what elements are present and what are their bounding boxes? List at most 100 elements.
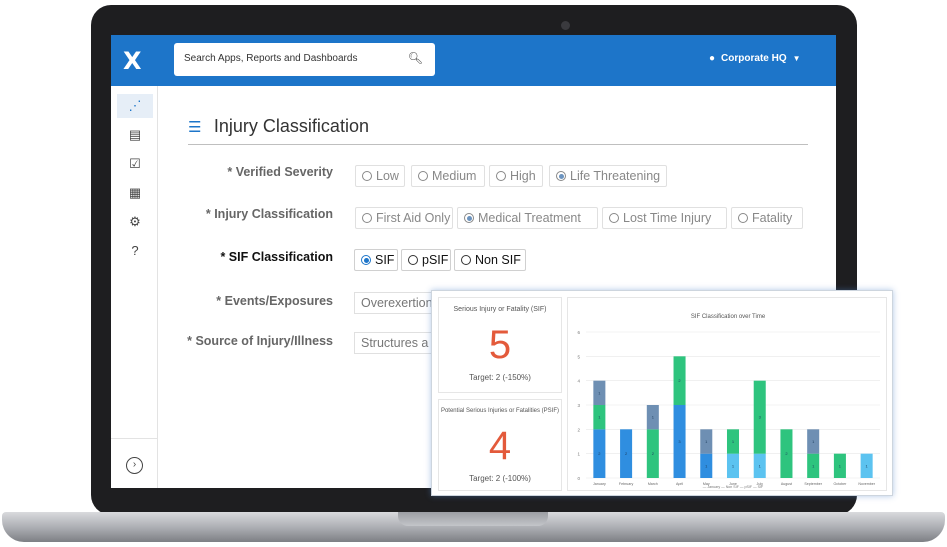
radio-icon[interactable] <box>461 255 471 265</box>
page-title: Injury Classification <box>213 116 369 136</box>
bar-value-label: 1 <box>732 463 735 468</box>
x-tick-label: August <box>781 482 792 486</box>
psif-kpi-target: Target: 2 (-100%) <box>469 474 531 483</box>
chevron-down-icon: ▼ <box>792 54 801 63</box>
sif-option-psif[interactable]: pSIF <box>401 249 451 271</box>
x-tick-label: May <box>703 482 710 486</box>
bar-value-label: 1 <box>705 439 708 444</box>
report-card-icon[interactable]: ▤ <box>128 127 142 142</box>
bar-value-label: 3 <box>678 439 681 444</box>
option-label: SIF <box>375 253 395 267</box>
bar-value-label: 3 <box>759 415 762 420</box>
bar-segment <box>593 429 606 478</box>
option-label: Life Threatening <box>570 169 661 183</box>
workflow-icon[interactable]: ⋰ <box>117 94 153 118</box>
option-label: Fatality <box>752 211 793 225</box>
sif-classification-label: * SIF Classification <box>220 250 333 264</box>
option-label: Non SIF <box>475 253 521 267</box>
y-tick-label: 2 <box>577 427 580 432</box>
radio-icon[interactable] <box>496 171 506 181</box>
injury-option-lost-time-injury[interactable]: Lost Time Injury <box>602 207 727 229</box>
search-icon[interactable]: 🔍︎ <box>407 51 423 65</box>
x-tick-label: June <box>729 482 737 486</box>
bar-value-label: 1 <box>705 463 708 468</box>
radio-icon[interactable] <box>361 255 371 265</box>
x-tick-label: April <box>676 482 683 486</box>
title-divider <box>188 144 808 145</box>
events-exposures-label: * Events/Exposures <box>216 294 333 308</box>
bar-value-label: 2 <box>652 451 655 456</box>
severity-option-low[interactable]: Low <box>355 165 405 187</box>
y-tick-label: 3 <box>577 403 580 408</box>
page-header: ☰ Injury Classification <box>188 116 369 137</box>
bar-segment <box>673 356 686 405</box>
y-tick-label: 6 <box>577 330 580 335</box>
x-tick-label: November <box>858 482 875 486</box>
sif-kpi-target: Target: 2 (-150%) <box>469 373 531 382</box>
x-tick-label: January <box>593 482 606 486</box>
psif-kpi-card[interactable]: Potential Serious Injuries or Fatalities… <box>438 399 562 491</box>
bar-value-label: 2 <box>598 451 601 456</box>
gear-icon[interactable]: ⚙ <box>129 214 141 229</box>
bar-segment <box>726 453 740 478</box>
bar-segment <box>753 380 766 454</box>
bar-value-label: 1 <box>839 463 842 468</box>
bar-value-label: 1 <box>812 463 815 468</box>
option-label: High <box>510 169 536 183</box>
chart-legend: — January — Non SIF — pSIF — SIF <box>703 485 764 489</box>
severity-option-medium[interactable]: Medium <box>411 165 485 187</box>
option-label: Medium <box>432 169 477 183</box>
sif-option-non-sif[interactable]: Non SIF <box>454 249 526 271</box>
sidebar-divider <box>111 438 157 439</box>
bar-segment <box>753 453 766 478</box>
app-logo[interactable]: X <box>123 47 142 75</box>
search-box[interactable]: Search Apps, Reports and Dashboards 🔍︎ <box>174 43 435 76</box>
help-icon[interactable]: ? <box>131 243 139 258</box>
injury-option-medical-treatment[interactable]: Medical Treatment <box>457 207 598 229</box>
y-tick-label: 0 <box>577 476 580 481</box>
laptop-notch <box>398 512 548 526</box>
stacked-bar-chart: 0 1 2 3 4 5 6 2 1 1 January 2 February 2 1 March 3 2 April… <box>577 330 880 489</box>
verified-severity-label: * Verified Severity <box>227 165 333 179</box>
radio-icon[interactable] <box>609 213 619 223</box>
radio-icon[interactable] <box>408 255 418 265</box>
sif-option-sif[interactable]: SIF <box>354 249 398 271</box>
radio-icon[interactable] <box>362 213 372 223</box>
bar-segment <box>620 429 633 478</box>
x-tick-label: July <box>757 482 764 486</box>
x-tick-label: March <box>648 482 658 486</box>
sif-kpi-value: 5 <box>488 323 512 367</box>
checkbox-icon[interactable]: ☑ <box>129 156 141 171</box>
injury-option-first-aid-only[interactable]: First Aid Only <box>355 207 453 229</box>
bar-segment <box>860 453 873 478</box>
radio-icon[interactable] <box>556 171 566 181</box>
radio-icon[interactable] <box>362 171 372 181</box>
bar-value-label: 1 <box>598 415 601 420</box>
radio-icon[interactable] <box>418 171 428 181</box>
bar-value-label: 2 <box>678 378 681 383</box>
sif-kpi-title: Serious Injury or Fatality (SIF) <box>453 306 547 313</box>
bar-segment <box>726 429 740 454</box>
radio-icon[interactable] <box>464 213 474 223</box>
bar-value-label: 2 <box>785 451 788 456</box>
radio-icon[interactable] <box>738 213 748 223</box>
bar-segment <box>807 429 820 454</box>
severity-option-high[interactable]: High <box>489 165 543 187</box>
bar-segment <box>780 429 793 478</box>
bar-segment <box>593 380 606 405</box>
sif-kpi-card[interactable]: Serious Injury or Fatality (SIF) 5 Targe… <box>438 297 562 393</box>
search-input[interactable]: Search Apps, Reports and Dashboards <box>184 53 358 64</box>
expand-sidebar-icon[interactable]: › <box>126 457 143 474</box>
option-label: pSIF <box>422 253 449 267</box>
severity-option-life-threatening[interactable]: Life Threatening <box>549 165 667 187</box>
y-tick-label: 1 <box>577 452 580 457</box>
x-tick-label: September <box>804 482 822 486</box>
option-label: Low <box>376 169 399 183</box>
bar-value-label: 1 <box>598 390 601 395</box>
bar-value-label: 2 <box>625 451 628 456</box>
injury-classification-label: * Injury Classification <box>205 207 333 221</box>
calendar-icon[interactable]: ▦ <box>128 185 142 200</box>
option-label: Lost Time Injury <box>623 211 712 225</box>
injury-option-fatality[interactable]: Fatality <box>731 207 803 229</box>
location-selector[interactable]: ● Corporate HQ ▼ <box>709 53 801 64</box>
